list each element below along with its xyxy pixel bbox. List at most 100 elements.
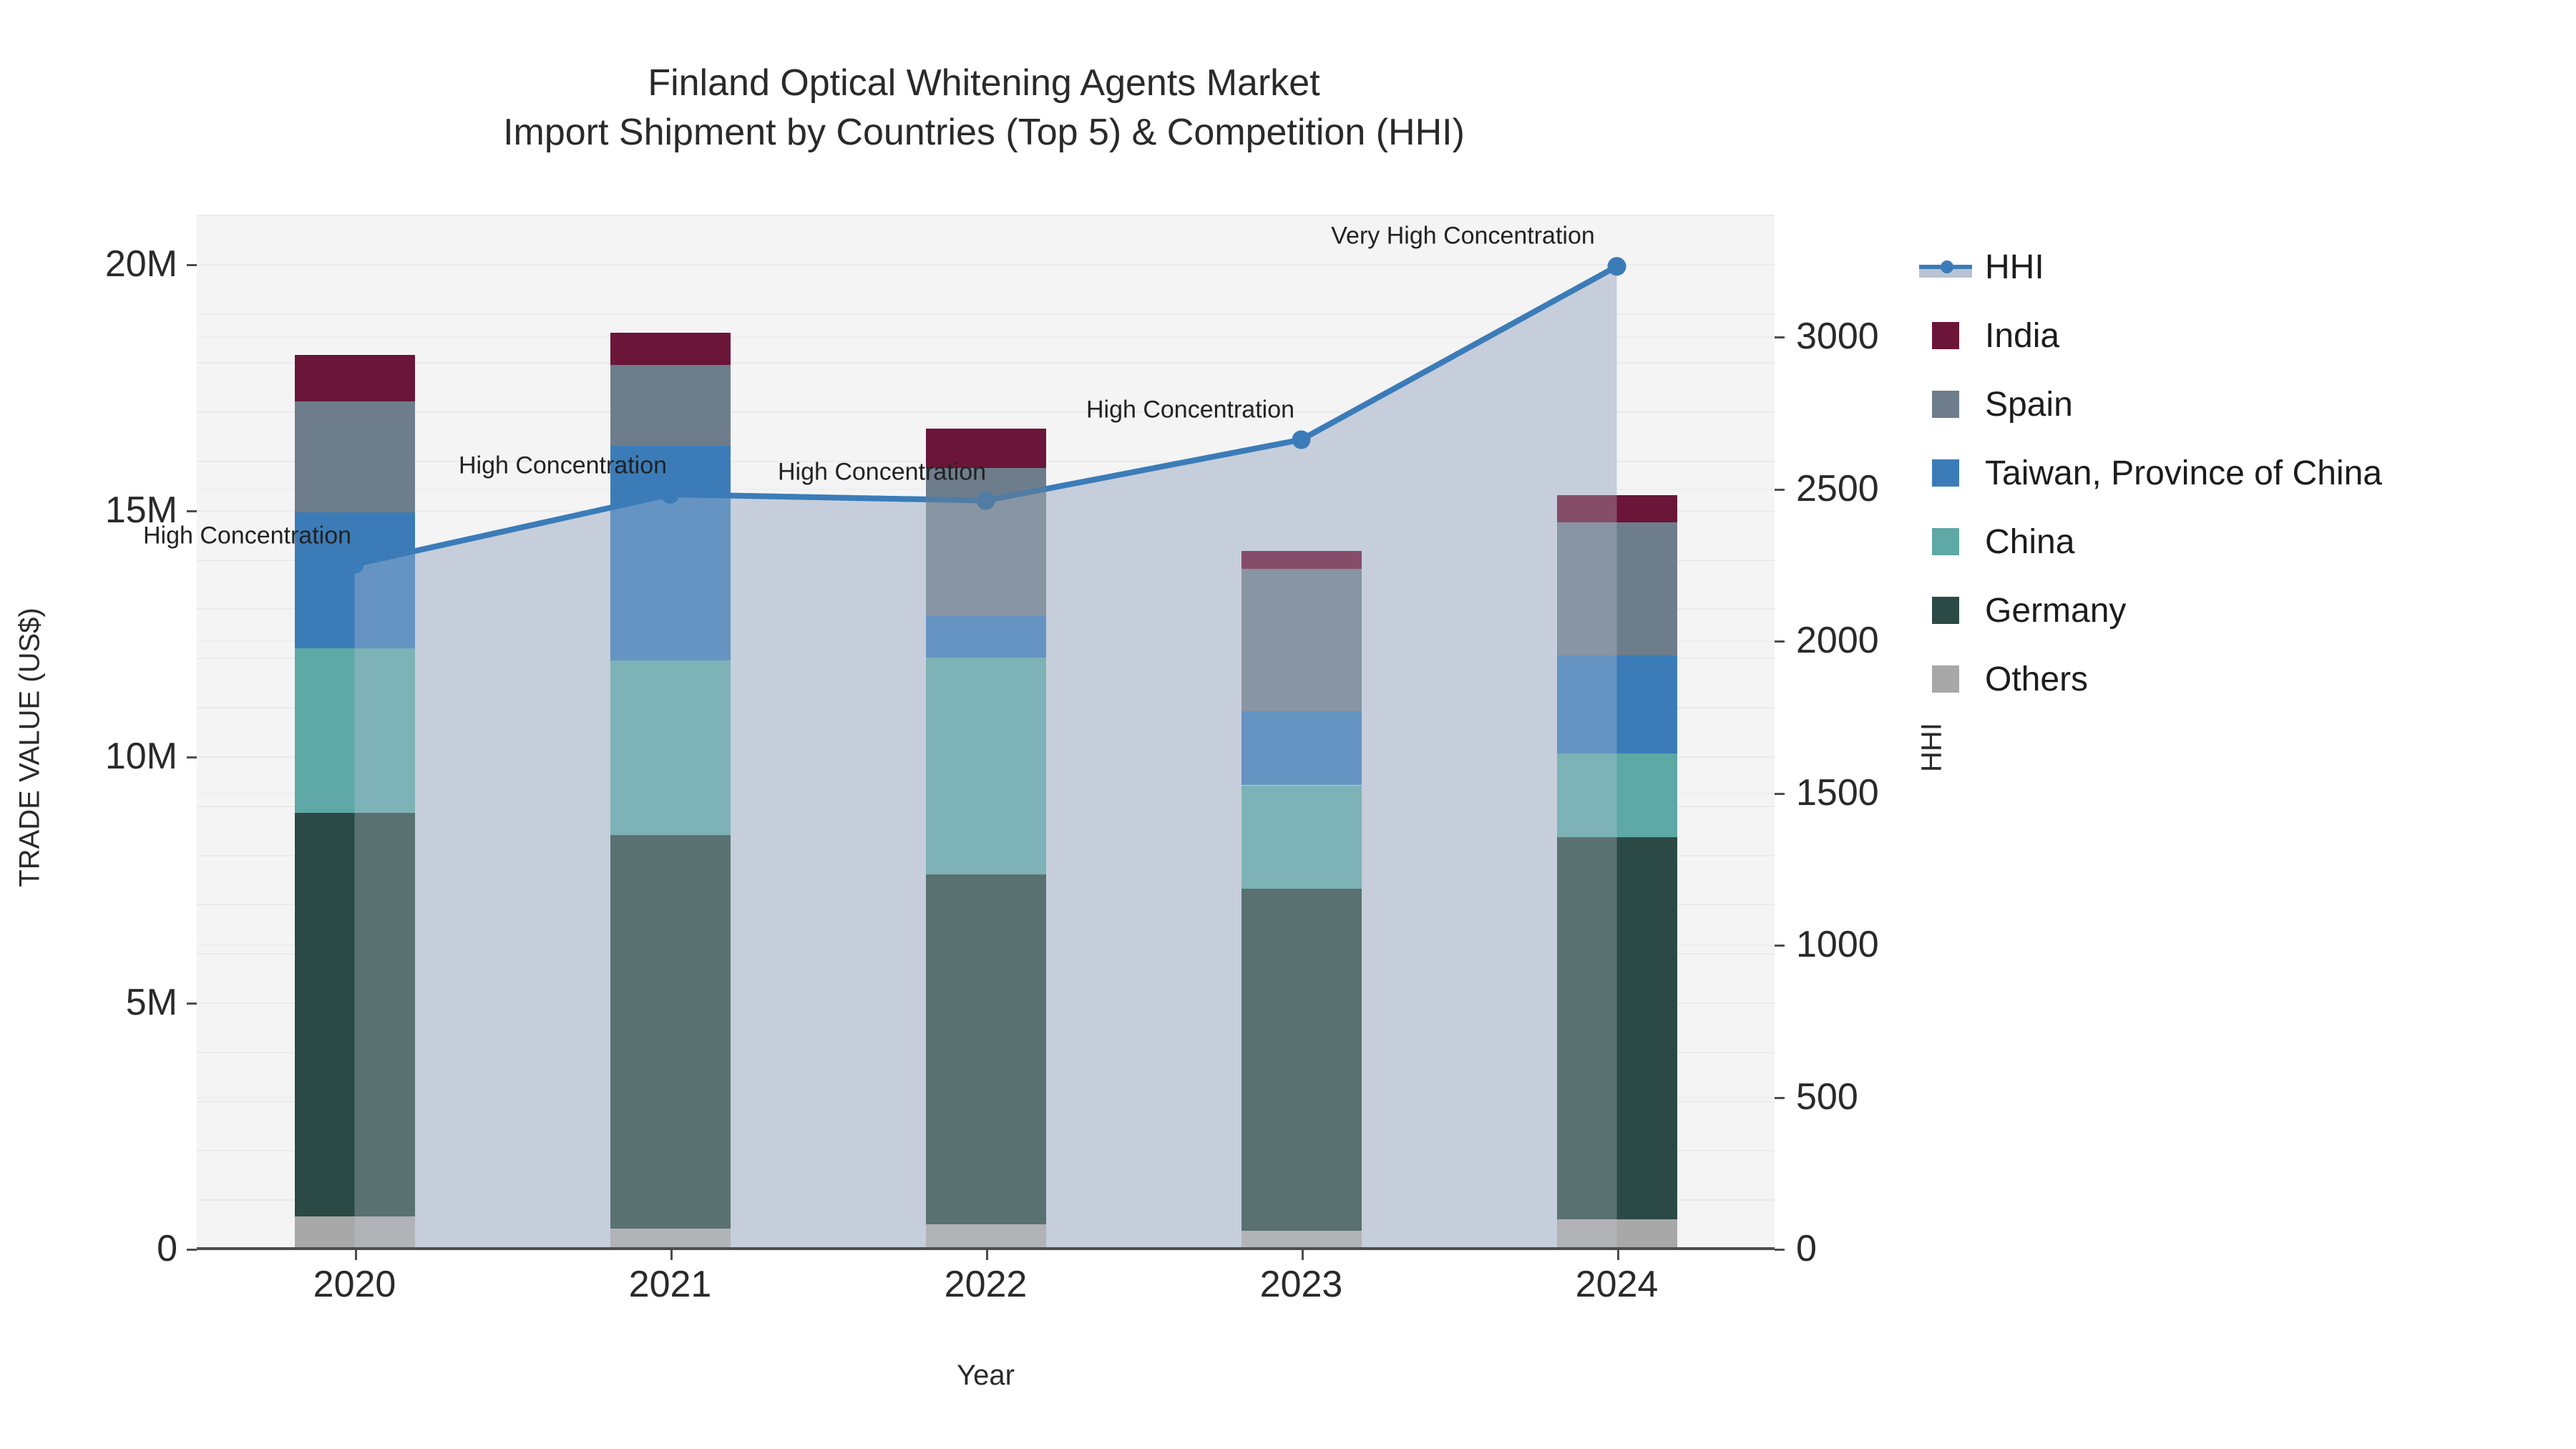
gridline — [197, 215, 1775, 216]
legend-label-taiwan-province-of-china: Taiwan, Province of China — [1985, 454, 2382, 492]
x-axis-tick-label-2021: 2021 — [628, 1264, 712, 1305]
y-axis-right-tick-label: 2000 — [1796, 620, 1879, 661]
bar-segment-spain[interactable] — [1556, 522, 1677, 655]
bar-segment-taiwan-province-of-china[interactable] — [925, 615, 1046, 658]
bar-segment-others[interactable] — [1241, 1231, 1362, 1249]
bar-segment-germany[interactable] — [294, 813, 415, 1217]
bar-segment-taiwan-province-of-china[interactable] — [1556, 655, 1677, 754]
y-axis-right-tick-mark — [1775, 792, 1785, 795]
y-axis-right-tick-mark — [1775, 488, 1785, 491]
legend: HHI India Spain Taiwan, Province of China Ch… — [1919, 233, 2547, 713]
y-axis-right-tick-label: 500 — [1796, 1075, 1858, 1118]
bar-group-2021[interactable] — [610, 215, 731, 1249]
legend-area-band — [1919, 269, 1972, 278]
x-axis-tick-mark — [670, 1249, 673, 1260]
y-axis-right-tick-label: 3000 — [1796, 316, 1879, 357]
hhi-annotation-2020: High Concentration — [142, 522, 352, 550]
hhi-annotation-2022: High Concentration — [777, 458, 987, 485]
legend-item-taiwan-province-of-china[interactable]: Taiwan, Province of China — [1932, 439, 2547, 507]
bar-segment-spain[interactable] — [294, 401, 415, 513]
legend-label-germany: Germany — [1985, 591, 2127, 630]
x-axis-title: Year — [957, 1360, 1015, 1391]
legend-label-china: China — [1985, 522, 2075, 561]
bar-group-2023[interactable] — [1241, 215, 1362, 1249]
y-axis-right-tick-mark — [1775, 640, 1785, 643]
y-axis-right-tick-label: 0 — [1796, 1228, 1817, 1269]
x-axis-tick-mark — [985, 1249, 988, 1260]
y-axis-left-tick-label: 0 — [157, 1228, 177, 1269]
legend-item-others[interactable]: Others — [1932, 645, 2547, 713]
x-axis-tick-mark — [1301, 1249, 1304, 1260]
bar-segment-others[interactable] — [610, 1229, 731, 1249]
chart-title-line-2: Import Shipment by Countries (Top 5) & C… — [503, 111, 1465, 153]
legend-label-india: India — [1985, 316, 2060, 355]
y-axis-right-tick-mark — [1775, 1249, 1785, 1251]
legend-swatch-taiwan-province-of-china — [1932, 459, 1959, 487]
x-axis-tick-mark — [1616, 1249, 1619, 1260]
bar-segment-india[interactable] — [1241, 550, 1362, 569]
bar-segment-spain[interactable] — [925, 468, 1046, 616]
bar-segment-china[interactable] — [294, 648, 415, 814]
legend-line-icon — [1919, 253, 1972, 280]
chart-title: Finland Optical Whitening Agents Market … — [179, 59, 1789, 157]
legend-item-germany[interactable]: Germany — [1932, 576, 2547, 645]
y-axis-left-tick-mark — [187, 1249, 197, 1251]
bar-segment-india[interactable] — [294, 355, 415, 402]
bar-segment-others[interactable] — [294, 1216, 415, 1249]
bar-segment-china[interactable] — [925, 658, 1046, 875]
bar-segment-india[interactable] — [1556, 495, 1677, 523]
legend-line-dot — [1941, 260, 1953, 273]
hhi-annotation-2024: Very High Concentration — [1331, 222, 1595, 250]
legend-swatch-china — [1932, 528, 1959, 555]
bar-segment-others[interactable] — [1556, 1219, 1677, 1249]
bar-segment-spain[interactable] — [1241, 568, 1362, 712]
bar-segment-germany[interactable] — [1241, 889, 1362, 1231]
y-axis-left-tick-mark — [187, 509, 197, 512]
y-axis-left-tick-mark — [187, 263, 197, 266]
bar-group-2022[interactable] — [925, 215, 1046, 1249]
bar-segment-germany[interactable] — [1556, 837, 1677, 1219]
chart-title-line-1: Finland Optical Whitening Agents Market — [648, 62, 1320, 104]
x-axis-tick-label-2024: 2024 — [1575, 1264, 1659, 1305]
y-axis-left-tick-label: 15M — [104, 489, 177, 531]
bar-segment-taiwan-province-of-china[interactable] — [1241, 711, 1362, 786]
legend-swatch-others — [1932, 665, 1959, 693]
bar-group-2020[interactable] — [294, 215, 415, 1249]
hhi-annotation-2023: High Concentration — [1085, 396, 1295, 423]
legend-swatch-germany — [1932, 597, 1959, 624]
y-axis-right-tick-mark — [1775, 945, 1785, 947]
bar-segment-others[interactable] — [925, 1224, 1046, 1249]
y-axis-right-tick-mark — [1775, 336, 1785, 338]
x-axis-tick-label-2022: 2022 — [944, 1264, 1028, 1305]
y-axis-left-tick-mark — [187, 1002, 197, 1005]
legend-item-china[interactable]: China — [1932, 507, 2547, 576]
legend-item-india[interactable]: India — [1932, 301, 2547, 370]
x-axis-tick-mark — [354, 1249, 357, 1260]
legend-swatch-india — [1932, 322, 1959, 349]
bar-segment-india[interactable] — [610, 333, 731, 365]
bar-segment-germany[interactable] — [925, 874, 1046, 1224]
bar-segment-china[interactable] — [610, 660, 731, 835]
hhi-annotation-2021: High Concentration — [458, 452, 668, 479]
legend-label-others: Others — [1985, 660, 2089, 698]
x-axis-tick-label-2023: 2023 — [1259, 1264, 1343, 1305]
bar-group-2024[interactable] — [1556, 215, 1677, 1249]
legend-label-hhi: HHI — [1985, 248, 2044, 286]
bar-segment-china[interactable] — [1241, 785, 1362, 889]
bar-segment-china[interactable] — [1556, 753, 1677, 838]
legend-swatch-spain — [1932, 391, 1959, 418]
legend-label-spain: Spain — [1985, 385, 2073, 424]
y-axis-right-tick-label: 1000 — [1796, 924, 1879, 965]
y-axis-left-tick-label: 5M — [125, 981, 177, 1023]
y-axis-left-tick-mark — [187, 756, 197, 758]
bar-segment-germany[interactable] — [610, 835, 731, 1229]
y-axis-left-title: TRADE VALUE (US$) — [14, 608, 46, 887]
y-axis-right-tick-mark — [1775, 1096, 1785, 1099]
y-axis-right-tick-label: 1500 — [1796, 771, 1879, 814]
legend-item-spain[interactable]: Spain — [1932, 370, 2547, 439]
y-axis-left-tick-label: 10M — [104, 735, 177, 777]
y-axis-right-tick-label: 2500 — [1796, 467, 1879, 509]
bar-segment-spain[interactable] — [610, 364, 731, 447]
legend-item-hhi[interactable]: HHI — [1919, 233, 2547, 301]
